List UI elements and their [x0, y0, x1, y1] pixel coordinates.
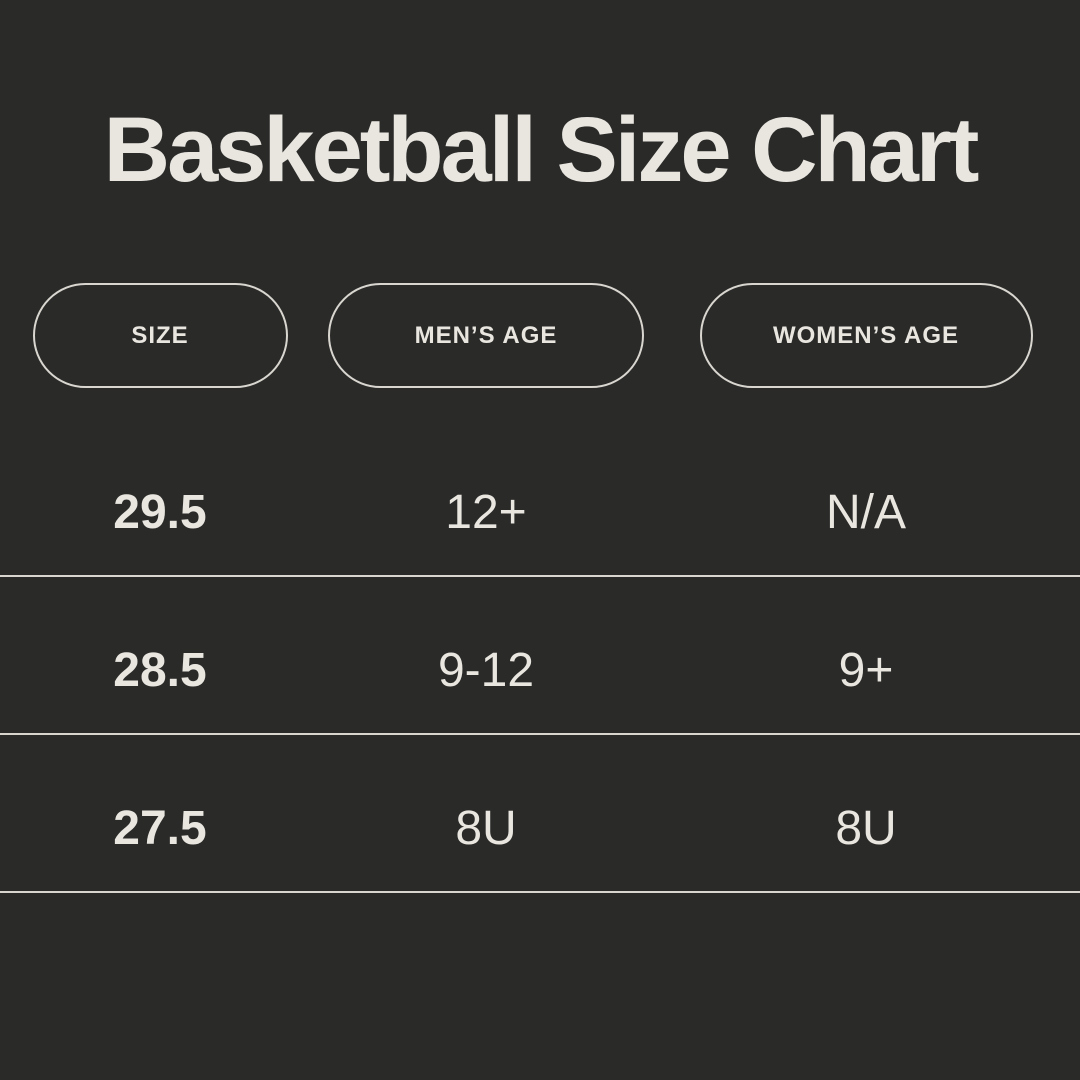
- womens-age-value: 8U: [835, 801, 897, 855]
- page-title: Basketball Size Chart: [103, 99, 980, 201]
- womens-age-value: N/A: [825, 485, 906, 539]
- mens-age-value: 9-12: [437, 643, 535, 697]
- table-header-row: SIZE MEN’S AGE WOMEN’S AGE: [0, 283, 1080, 388]
- column-header-size: SIZE: [32, 283, 288, 388]
- table-row-29-5: 29.5 12+ N/A: [0, 419, 1080, 577]
- table-row-27-5: 27.5 8U 8U: [0, 735, 1080, 893]
- size-table: 29.5 12+ N/A 28.5 9-12 9+ 27.5 8U 8U: [0, 419, 1080, 893]
- mens-age-value: 12+: [445, 485, 527, 539]
- column-header-mens-age-label: MEN’S AGE: [414, 321, 558, 349]
- size-value: 28.5: [113, 643, 207, 697]
- column-header-size-label: SIZE: [131, 321, 189, 349]
- size-value: 27.5: [113, 801, 207, 855]
- size-value: 29.5: [113, 485, 207, 539]
- column-header-womens-age: WOMEN’S AGE: [699, 283, 1033, 388]
- womens-age-value: 9+: [838, 643, 894, 697]
- table-row-28-5: 28.5 9-12 9+: [0, 577, 1080, 735]
- column-header-womens-age-label: WOMEN’S AGE: [772, 321, 960, 349]
- mens-age-value: 8U: [455, 801, 517, 855]
- column-header-mens-age: MEN’S AGE: [328, 283, 644, 388]
